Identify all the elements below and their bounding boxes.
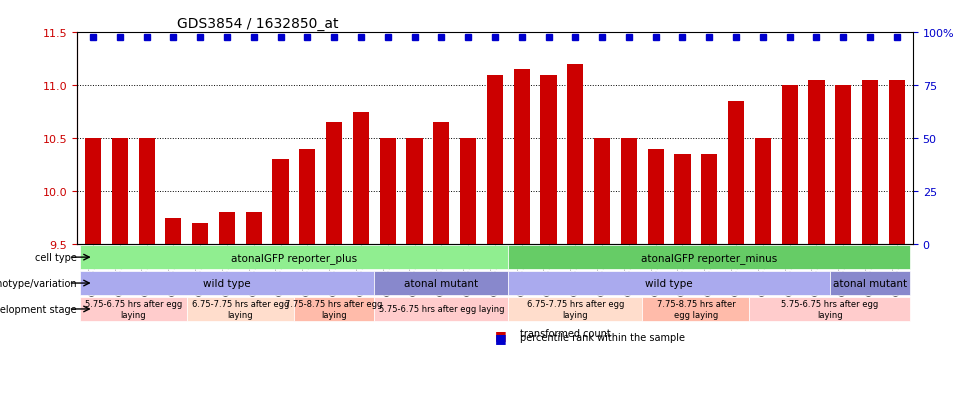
Bar — [728, 102, 744, 244]
Bar — [594, 139, 610, 244]
Text: wild type: wild type — [645, 278, 693, 288]
Bar — [433, 123, 450, 244]
Bar — [702, 155, 717, 244]
FancyBboxPatch shape — [80, 246, 508, 269]
FancyBboxPatch shape — [186, 298, 294, 321]
Bar — [540, 75, 556, 244]
Text: atonalGFP reporter_minus: atonalGFP reporter_minus — [641, 252, 777, 263]
Bar — [648, 150, 664, 244]
Bar — [299, 150, 315, 244]
Bar — [380, 139, 396, 244]
Bar — [165, 218, 182, 244]
Bar — [460, 139, 476, 244]
FancyBboxPatch shape — [508, 246, 910, 269]
Bar — [754, 139, 771, 244]
Bar — [407, 139, 423, 244]
Text: genotype/variation: genotype/variation — [0, 278, 77, 288]
Text: percentile rank within the sample: percentile rank within the sample — [520, 332, 685, 342]
Bar — [353, 112, 369, 244]
FancyBboxPatch shape — [642, 298, 750, 321]
Bar — [111, 139, 128, 244]
Bar — [246, 213, 261, 244]
Bar — [835, 86, 851, 244]
Text: 7.75-8.75 hrs after
egg laying: 7.75-8.75 hrs after egg laying — [656, 299, 735, 319]
Bar — [219, 213, 235, 244]
FancyBboxPatch shape — [375, 298, 508, 321]
Bar — [514, 70, 530, 244]
FancyBboxPatch shape — [750, 298, 910, 321]
FancyBboxPatch shape — [830, 272, 910, 295]
Bar — [808, 81, 825, 244]
FancyBboxPatch shape — [375, 272, 508, 295]
Text: 5.75-6.75 hrs after egg
laying: 5.75-6.75 hrs after egg laying — [781, 299, 878, 319]
Bar — [567, 65, 583, 244]
Text: cell type: cell type — [35, 252, 77, 263]
Bar — [781, 86, 798, 244]
Text: wild type: wild type — [203, 278, 251, 288]
Text: atonal mutant: atonal mutant — [405, 278, 479, 288]
Bar — [273, 160, 288, 244]
FancyBboxPatch shape — [508, 298, 642, 321]
Bar — [862, 81, 878, 244]
Text: GDS3854 / 1632850_at: GDS3854 / 1632850_at — [177, 17, 338, 31]
Bar — [675, 155, 691, 244]
Text: 7.75-8.75 hrs after egg
laying: 7.75-8.75 hrs after egg laying — [285, 299, 382, 319]
Bar — [487, 75, 503, 244]
Text: ■: ■ — [495, 328, 506, 341]
FancyBboxPatch shape — [294, 298, 375, 321]
FancyBboxPatch shape — [80, 272, 375, 295]
Text: 5.75-6.75 hrs after egg laying: 5.75-6.75 hrs after egg laying — [379, 305, 505, 314]
FancyBboxPatch shape — [80, 298, 186, 321]
Bar — [621, 139, 637, 244]
Text: 5.75-6.75 hrs after egg
laying: 5.75-6.75 hrs after egg laying — [85, 299, 182, 319]
Text: 6.75-7.75 hrs after egg
laying: 6.75-7.75 hrs after egg laying — [191, 299, 289, 319]
Text: development stage: development stage — [0, 304, 77, 314]
Bar — [138, 139, 155, 244]
Bar — [85, 139, 101, 244]
FancyBboxPatch shape — [508, 272, 830, 295]
Bar — [889, 81, 905, 244]
Text: ■: ■ — [495, 332, 506, 345]
Bar — [192, 223, 209, 244]
Text: atonalGFP reporter_plus: atonalGFP reporter_plus — [231, 252, 357, 263]
Text: atonal mutant: atonal mutant — [833, 278, 907, 288]
Bar — [326, 123, 342, 244]
Text: 6.75-7.75 hrs after egg
laying: 6.75-7.75 hrs after egg laying — [527, 299, 624, 319]
Text: transformed count: transformed count — [520, 328, 611, 338]
